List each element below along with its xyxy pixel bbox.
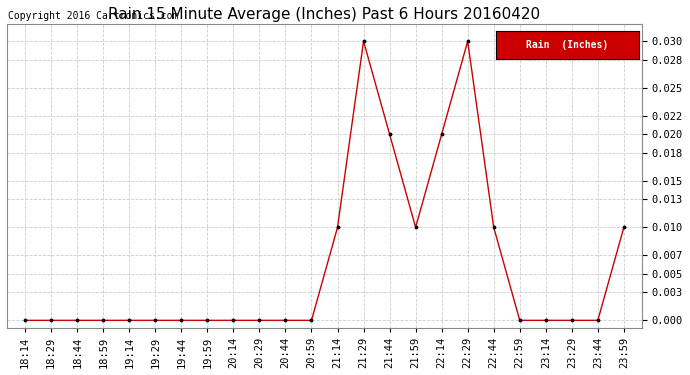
Title: Rain 15 Minute Average (Inches) Past 6 Hours 20160420: Rain 15 Minute Average (Inches) Past 6 H…	[108, 7, 540, 22]
Text: Copyright 2016 Cartronics.com: Copyright 2016 Cartronics.com	[8, 12, 178, 21]
